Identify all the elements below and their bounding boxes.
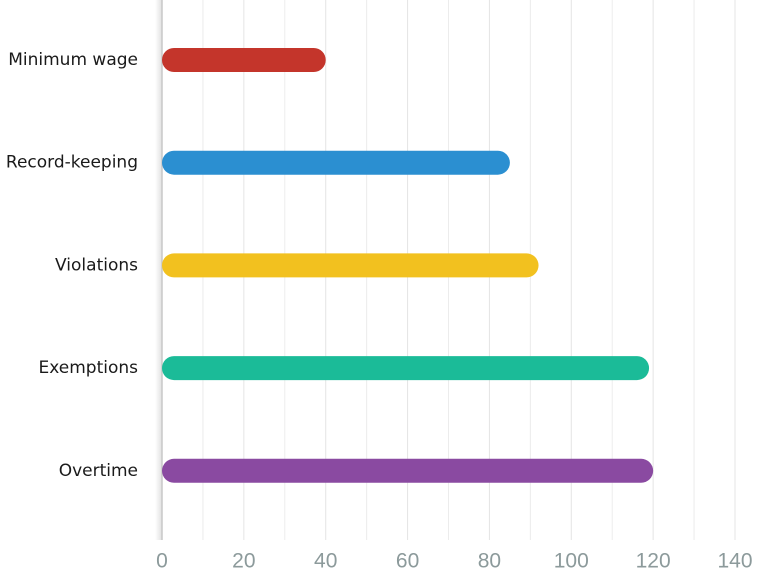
y-tick-label: Overtime — [59, 461, 138, 481]
y-tick-label: Record-keeping — [6, 153, 138, 173]
x-tick-label: 40 — [314, 550, 337, 569]
y-tick-label: Violations — [55, 255, 138, 275]
bar — [162, 253, 539, 278]
bar — [162, 356, 650, 381]
bar — [162, 458, 654, 483]
x-tick-label: 120 — [636, 550, 671, 569]
y-tick-label: Minimum wage — [8, 50, 138, 70]
bar — [162, 48, 326, 72]
x-tick-label: 80 — [478, 550, 501, 569]
bar — [162, 150, 510, 175]
x-tick-label: 60 — [396, 550, 419, 569]
x-tick-label: 100 — [554, 550, 589, 569]
x-tick-label: 0 — [156, 550, 168, 569]
axis-shadow — [155, 0, 162, 540]
x-tick-label: 140 — [717, 550, 752, 569]
y-tick-label: Exemptions — [38, 358, 138, 378]
x-tick-label: 20 — [232, 550, 255, 569]
